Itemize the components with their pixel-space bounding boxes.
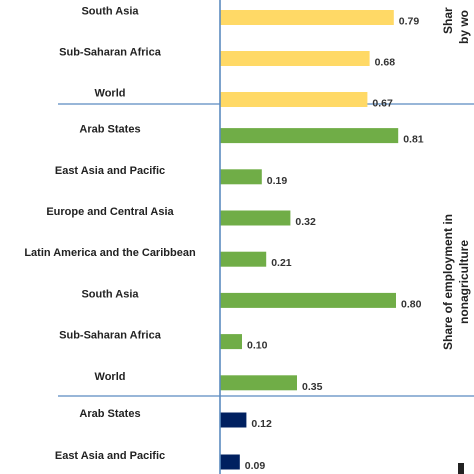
clipped-label-fragment: [458, 463, 464, 474]
value-label: 0.10: [247, 340, 268, 352]
value-label: 0.19: [267, 175, 288, 187]
value-label: 0.12: [251, 418, 272, 430]
value-label: 0.81: [403, 134, 424, 146]
bar: [220, 92, 368, 107]
bar: [220, 334, 242, 350]
bar: [220, 454, 240, 470]
category-label: Arab States: [79, 124, 140, 136]
category-label: Europe and Central Asia: [46, 206, 174, 218]
bar: [220, 251, 267, 267]
category-label: Sub-Saharan Africa: [59, 47, 162, 59]
category-label: Latin America and the Caribbean: [24, 247, 196, 259]
bar: [220, 10, 394, 25]
category-label: South Asia: [81, 288, 139, 300]
bar: [220, 375, 297, 391]
category-label: South Asia: [81, 6, 139, 18]
value-label: 0.79: [399, 16, 420, 28]
value-label: 0.09: [245, 460, 266, 472]
bar: [220, 210, 291, 226]
value-label: 0.35: [302, 381, 323, 393]
group-label-2-line2: nonagriculture: [457, 240, 471, 324]
bar: [220, 169, 262, 185]
bar: [220, 128, 399, 144]
bar: [220, 412, 247, 428]
value-label: 0.32: [295, 216, 316, 228]
group-label-2-line1: Share of employment in: [441, 214, 455, 350]
category-label: East Asia and Pacific: [55, 450, 165, 462]
value-label: 0.67: [372, 98, 393, 110]
bar: [220, 292, 396, 308]
value-label: 0.21: [271, 257, 292, 269]
category-label: East Asia and Pacific: [55, 165, 165, 177]
group-label-1-line2: by wo: [457, 10, 471, 44]
category-label: Arab States: [79, 408, 140, 420]
group-label-1-line1: Shar: [441, 7, 455, 34]
category-label: World: [95, 88, 126, 100]
value-label: 0.68: [375, 57, 396, 69]
category-label: World: [95, 371, 126, 383]
value-label: 0.80: [401, 298, 422, 310]
category-label: Sub-Saharan Africa: [59, 330, 162, 342]
bar: [220, 51, 370, 66]
